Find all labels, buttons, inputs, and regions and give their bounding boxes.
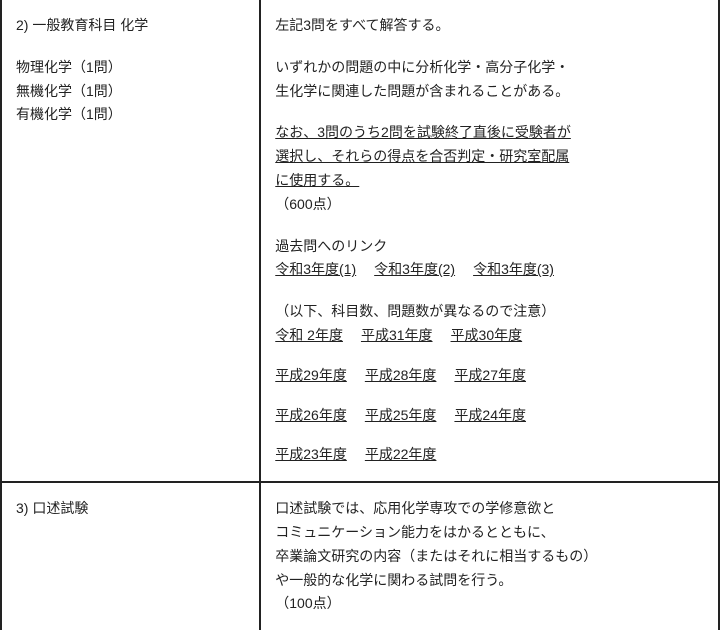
selection-rule-text: に使用する。 — [275, 169, 704, 193]
section-heading: 3) 口述試験 — [16, 497, 245, 521]
past-exam-link[interactable]: 平成29年度 — [275, 364, 347, 388]
selection-rule-text: なお、3問のうち2問を試験終了直後に受験者が — [275, 121, 704, 145]
past-exam-link[interactable]: 令和3年度(3) — [473, 258, 554, 282]
cell-description-2: 左記3問をすべて解答する。 いずれかの問題の中に分析化学・高分子化学・ 生化学に… — [260, 0, 719, 482]
desc-text: 卒業論文研究の内容（またはそれに相当するもの） — [275, 545, 704, 569]
past-exam-label: 過去問へのリンク — [275, 235, 704, 259]
past-exam-link[interactable]: 平成27年度 — [454, 364, 526, 388]
past-exam-links-row-b: 令和 2年度 平成31年度 平成30年度 平成29年度 平成28年度 平成27年… — [275, 324, 605, 467]
selection-rule-text: 選択し、それらの得点を合否判定・研究室配属 — [275, 145, 704, 169]
points-text: （100点） — [275, 592, 704, 616]
past-exam-link[interactable]: 令和 2年度 — [275, 324, 343, 348]
past-exam-link[interactable]: 平成23年度 — [275, 443, 347, 467]
table-row: 3) 口述試験 口述試験では、応用化学専攻での学修意欲と コミュニケーション能力… — [1, 482, 719, 630]
subject-item: 物理化学（1問） — [16, 56, 245, 80]
past-exam-link[interactable]: 平成25年度 — [365, 404, 437, 428]
past-exam-link[interactable]: 平成26年度 — [275, 404, 347, 428]
table-row: 2) 一般教育科目 化学 物理化学（1問） 無機化学（1問） 有機化学（1問） … — [1, 0, 719, 482]
desc-text: 口述試験では、応用化学専攻での学修意欲と — [275, 497, 704, 521]
caution-text: （以下、科目数、問題数が異なるので注意） — [275, 300, 704, 324]
desc-text: や一般的な化学に関わる試問を行う。 — [275, 569, 704, 593]
subject-item: 有機化学（1問） — [16, 103, 245, 127]
points-text: （600点） — [275, 193, 704, 217]
cell-subject-3: 3) 口述試験 — [1, 482, 260, 630]
past-exam-link[interactable]: 令和3年度(2) — [374, 258, 455, 282]
subject-item: 無機化学（1問） — [16, 80, 245, 104]
desc-text: コミュニケーション能力をはかるとともに、 — [275, 521, 704, 545]
past-exam-link[interactable]: 平成22年度 — [365, 443, 437, 467]
past-exam-link[interactable]: 平成31年度 — [361, 324, 433, 348]
cell-subject-2: 2) 一般教育科目 化学 物理化学（1問） 無機化学（1問） 有機化学（1問） — [1, 0, 260, 482]
intro-text: 左記3問をすべて解答する。 — [275, 14, 704, 38]
cell-description-3: 口述試験では、応用化学専攻での学修意欲と コミュニケーション能力をはかるとともに… — [260, 482, 719, 630]
past-exam-link[interactable]: 平成24年度 — [454, 404, 526, 428]
past-exam-link[interactable]: 平成28年度 — [365, 364, 437, 388]
past-exam-links-row-a: 令和3年度(1) 令和3年度(2) 令和3年度(3) — [275, 258, 704, 282]
exam-subjects-table: 2) 一般教育科目 化学 物理化学（1問） 無機化学（1問） 有機化学（1問） … — [0, 0, 720, 630]
note-text: いずれかの問題の中に分析化学・高分子化学・ — [275, 56, 704, 80]
past-exam-link[interactable]: 令和3年度(1) — [275, 258, 356, 282]
note-text: 生化学に関連した問題が含まれることがある。 — [275, 80, 704, 104]
section-heading: 2) 一般教育科目 化学 — [16, 14, 245, 38]
past-exam-link[interactable]: 平成30年度 — [451, 324, 523, 348]
